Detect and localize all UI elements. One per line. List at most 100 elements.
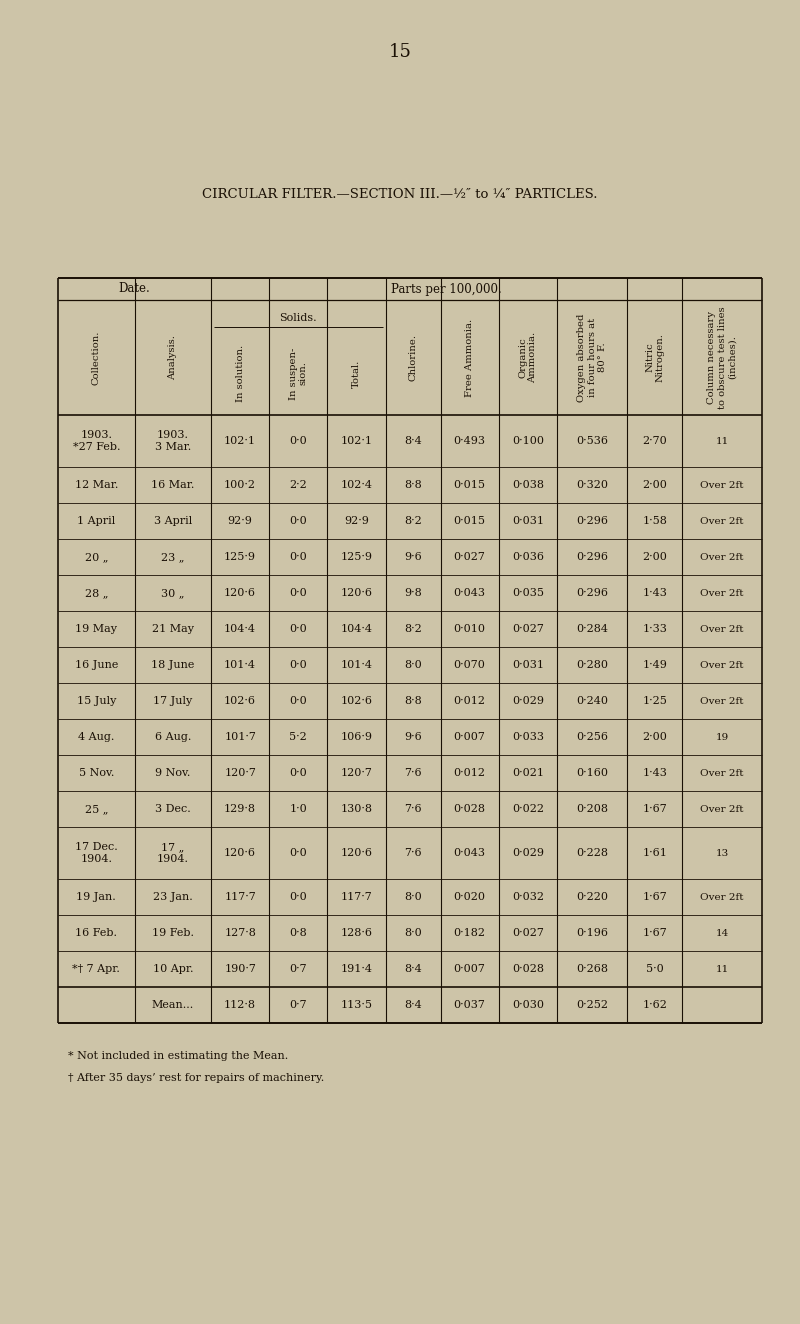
Text: 191·4: 191·4 bbox=[341, 964, 373, 974]
Text: 0·033: 0·033 bbox=[512, 732, 544, 741]
Text: 1 April: 1 April bbox=[77, 516, 115, 526]
Text: 0·256: 0·256 bbox=[576, 732, 608, 741]
Text: 2·70: 2·70 bbox=[642, 436, 667, 446]
Text: 8·4: 8·4 bbox=[404, 964, 422, 974]
Text: 8·2: 8·2 bbox=[404, 624, 422, 634]
Text: 0·7: 0·7 bbox=[290, 1000, 307, 1010]
Text: Analysis.: Analysis. bbox=[168, 335, 178, 380]
Text: 0·0: 0·0 bbox=[290, 768, 307, 779]
Text: 25 „: 25 „ bbox=[85, 804, 108, 814]
Text: 11: 11 bbox=[715, 437, 729, 445]
Text: 129·8: 129·8 bbox=[224, 804, 256, 814]
Text: 0·0: 0·0 bbox=[290, 847, 307, 858]
Text: 14: 14 bbox=[715, 928, 729, 937]
Text: 0·7: 0·7 bbox=[290, 964, 307, 974]
Text: 16 June: 16 June bbox=[74, 659, 118, 670]
Text: 5·2: 5·2 bbox=[290, 732, 307, 741]
Text: 1·33: 1·33 bbox=[642, 624, 667, 634]
Text: Date.: Date. bbox=[118, 282, 150, 295]
Text: 17 Dec.
1904.: 17 Dec. 1904. bbox=[75, 842, 118, 863]
Text: 8·8: 8·8 bbox=[404, 696, 422, 706]
Text: Over 2ft: Over 2ft bbox=[701, 661, 744, 670]
Text: 16 Mar.: 16 Mar. bbox=[151, 481, 194, 490]
Text: 0·0: 0·0 bbox=[290, 436, 307, 446]
Text: 1·67: 1·67 bbox=[642, 892, 667, 902]
Text: 8·0: 8·0 bbox=[404, 659, 422, 670]
Text: 0·027: 0·027 bbox=[454, 552, 486, 561]
Text: 120·6: 120·6 bbox=[341, 588, 373, 598]
Text: 0·043: 0·043 bbox=[454, 847, 486, 858]
Text: Over 2ft: Over 2ft bbox=[701, 516, 744, 526]
Text: 117·7: 117·7 bbox=[224, 892, 256, 902]
Text: 1·67: 1·67 bbox=[642, 928, 667, 937]
Text: Total.: Total. bbox=[352, 359, 361, 388]
Text: 2·2: 2·2 bbox=[290, 481, 307, 490]
Text: 0·015: 0·015 bbox=[454, 516, 486, 526]
Text: 1·43: 1·43 bbox=[642, 588, 667, 598]
Text: 1·25: 1·25 bbox=[642, 696, 667, 706]
Text: 18 June: 18 June bbox=[151, 659, 194, 670]
Text: 125·9: 125·9 bbox=[224, 552, 256, 561]
Text: 0·0: 0·0 bbox=[290, 892, 307, 902]
Text: 9·6: 9·6 bbox=[404, 552, 422, 561]
Text: 0·100: 0·100 bbox=[512, 436, 544, 446]
Text: 0·0: 0·0 bbox=[290, 624, 307, 634]
Text: 0·010: 0·010 bbox=[454, 624, 486, 634]
Text: 112·8: 112·8 bbox=[224, 1000, 256, 1010]
Text: 0·160: 0·160 bbox=[576, 768, 608, 779]
Text: Solids.: Solids. bbox=[279, 312, 317, 323]
Text: 120·6: 120·6 bbox=[224, 588, 256, 598]
Text: Free Ammonia.: Free Ammonia. bbox=[465, 319, 474, 397]
Text: 0·0: 0·0 bbox=[290, 659, 307, 670]
Text: Organic
Ammonia.: Organic Ammonia. bbox=[518, 332, 538, 383]
Text: 30 „: 30 „ bbox=[161, 588, 185, 598]
Text: 0·021: 0·021 bbox=[512, 768, 544, 779]
Text: 0·493: 0·493 bbox=[454, 436, 486, 446]
Text: Oxygen absorbed
in four hours at
80° F.: Oxygen absorbed in four hours at 80° F. bbox=[578, 314, 607, 401]
Text: 1·58: 1·58 bbox=[642, 516, 667, 526]
Text: 19 Feb.: 19 Feb. bbox=[152, 928, 194, 937]
Text: 0·8: 0·8 bbox=[290, 928, 307, 937]
Text: 0·028: 0·028 bbox=[512, 964, 544, 974]
Text: 92·9: 92·9 bbox=[344, 516, 369, 526]
Text: 0·027: 0·027 bbox=[512, 928, 544, 937]
Text: 12 Mar.: 12 Mar. bbox=[74, 481, 118, 490]
Text: 0·029: 0·029 bbox=[512, 696, 544, 706]
Text: 0·296: 0·296 bbox=[576, 588, 608, 598]
Text: 0·028: 0·028 bbox=[454, 804, 486, 814]
Text: 19 May: 19 May bbox=[75, 624, 118, 634]
Text: 0·240: 0·240 bbox=[576, 696, 608, 706]
Text: 0·007: 0·007 bbox=[454, 964, 486, 974]
Text: Over 2ft: Over 2ft bbox=[701, 481, 744, 490]
Text: 0·220: 0·220 bbox=[576, 892, 608, 902]
Text: 101·4: 101·4 bbox=[341, 659, 373, 670]
Text: Over 2ft: Over 2ft bbox=[701, 768, 744, 777]
Text: 190·7: 190·7 bbox=[224, 964, 256, 974]
Text: 0·038: 0·038 bbox=[512, 481, 544, 490]
Text: 4 Aug.: 4 Aug. bbox=[78, 732, 114, 741]
Text: 1·0: 1·0 bbox=[290, 804, 307, 814]
Text: 0·043: 0·043 bbox=[454, 588, 486, 598]
Text: 0·536: 0·536 bbox=[576, 436, 608, 446]
Text: 6 Aug.: 6 Aug. bbox=[154, 732, 191, 741]
Text: 0·0: 0·0 bbox=[290, 696, 307, 706]
Text: 0·0: 0·0 bbox=[290, 588, 307, 598]
Text: 0·0: 0·0 bbox=[290, 516, 307, 526]
Text: 19 Jan.: 19 Jan. bbox=[76, 892, 116, 902]
Text: 8·2: 8·2 bbox=[404, 516, 422, 526]
Text: 102·1: 102·1 bbox=[341, 436, 373, 446]
Text: 92·9: 92·9 bbox=[228, 516, 253, 526]
Text: 117·7: 117·7 bbox=[341, 892, 372, 902]
Text: 9·8: 9·8 bbox=[404, 588, 422, 598]
Text: 102·1: 102·1 bbox=[224, 436, 256, 446]
Text: 13: 13 bbox=[715, 849, 729, 858]
Text: 1903.
3 Mar.: 1903. 3 Mar. bbox=[154, 430, 191, 451]
Text: 8·4: 8·4 bbox=[404, 436, 422, 446]
Text: Parts per 100,000.: Parts per 100,000. bbox=[391, 282, 502, 295]
Text: 1903.
*27 Feb.: 1903. *27 Feb. bbox=[73, 430, 120, 451]
Text: 7·6: 7·6 bbox=[404, 804, 422, 814]
Text: 8·4: 8·4 bbox=[404, 1000, 422, 1010]
Text: 2·00: 2·00 bbox=[642, 481, 667, 490]
Text: 7·6: 7·6 bbox=[404, 768, 422, 779]
Text: *† 7 Apr.: *† 7 Apr. bbox=[72, 964, 120, 974]
